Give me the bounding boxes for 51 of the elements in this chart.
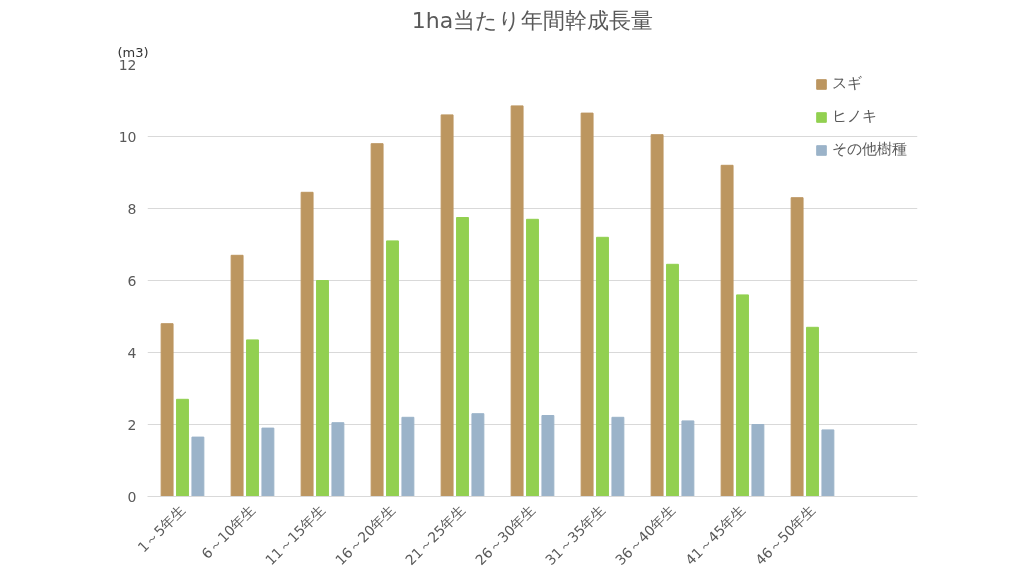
y-tick-label: 6 (127, 272, 137, 289)
x-tick-label: 46～50年生 (751, 501, 819, 569)
bar (331, 422, 345, 497)
legend-label: その他樹種 (832, 140, 907, 159)
bar (541, 415, 555, 497)
bar (300, 191, 314, 497)
bar (440, 114, 454, 497)
bar (386, 240, 399, 497)
bar (370, 143, 384, 497)
x-tick-label: 36～40年生 (611, 501, 679, 569)
y-tick-label: 10 (118, 128, 137, 145)
bar (510, 105, 524, 497)
bar (191, 436, 205, 497)
chart-title: 1ha当たり年間幹成長量 (411, 7, 654, 33)
bar (401, 416, 415, 497)
y-tick-label: 4 (127, 344, 137, 361)
legend-label: スギ (832, 74, 862, 93)
x-tick-label: 26～30年生 (471, 501, 539, 569)
x-tick-label: 1～5年生 (134, 501, 189, 556)
x-tick-label: 31～35年生 (541, 501, 609, 569)
y-tick-label: 0 (127, 488, 137, 505)
bar (596, 236, 609, 497)
bar (261, 427, 275, 497)
bar (456, 217, 469, 497)
bar (790, 197, 804, 497)
bar (230, 254, 244, 497)
bar (666, 263, 679, 497)
bar (736, 294, 749, 497)
y-tick-label: 2 (127, 416, 137, 433)
bar (316, 280, 329, 497)
bar (751, 424, 765, 497)
bar (611, 416, 625, 497)
x-tick-label: 6～10年生 (198, 501, 259, 562)
x-tick-label: 41～45年生 (681, 501, 749, 569)
bar (526, 218, 539, 497)
bar (681, 420, 695, 497)
legend-label: ヒノキ (832, 107, 877, 126)
bar (580, 112, 594, 497)
bar (720, 164, 734, 497)
x-tick-label: 21～25年生 (401, 501, 469, 569)
bar (176, 398, 189, 497)
bar (246, 339, 259, 497)
x-tick-label: 16～20年生 (331, 501, 399, 569)
bar (806, 326, 819, 497)
bar (650, 134, 664, 497)
y-tick-label: 8 (127, 200, 137, 217)
x-tick-label: 11～15年生 (261, 501, 329, 569)
bar (471, 413, 485, 497)
bar (160, 323, 174, 497)
bar (821, 429, 835, 497)
y-axis-title: (m3) (117, 44, 149, 60)
